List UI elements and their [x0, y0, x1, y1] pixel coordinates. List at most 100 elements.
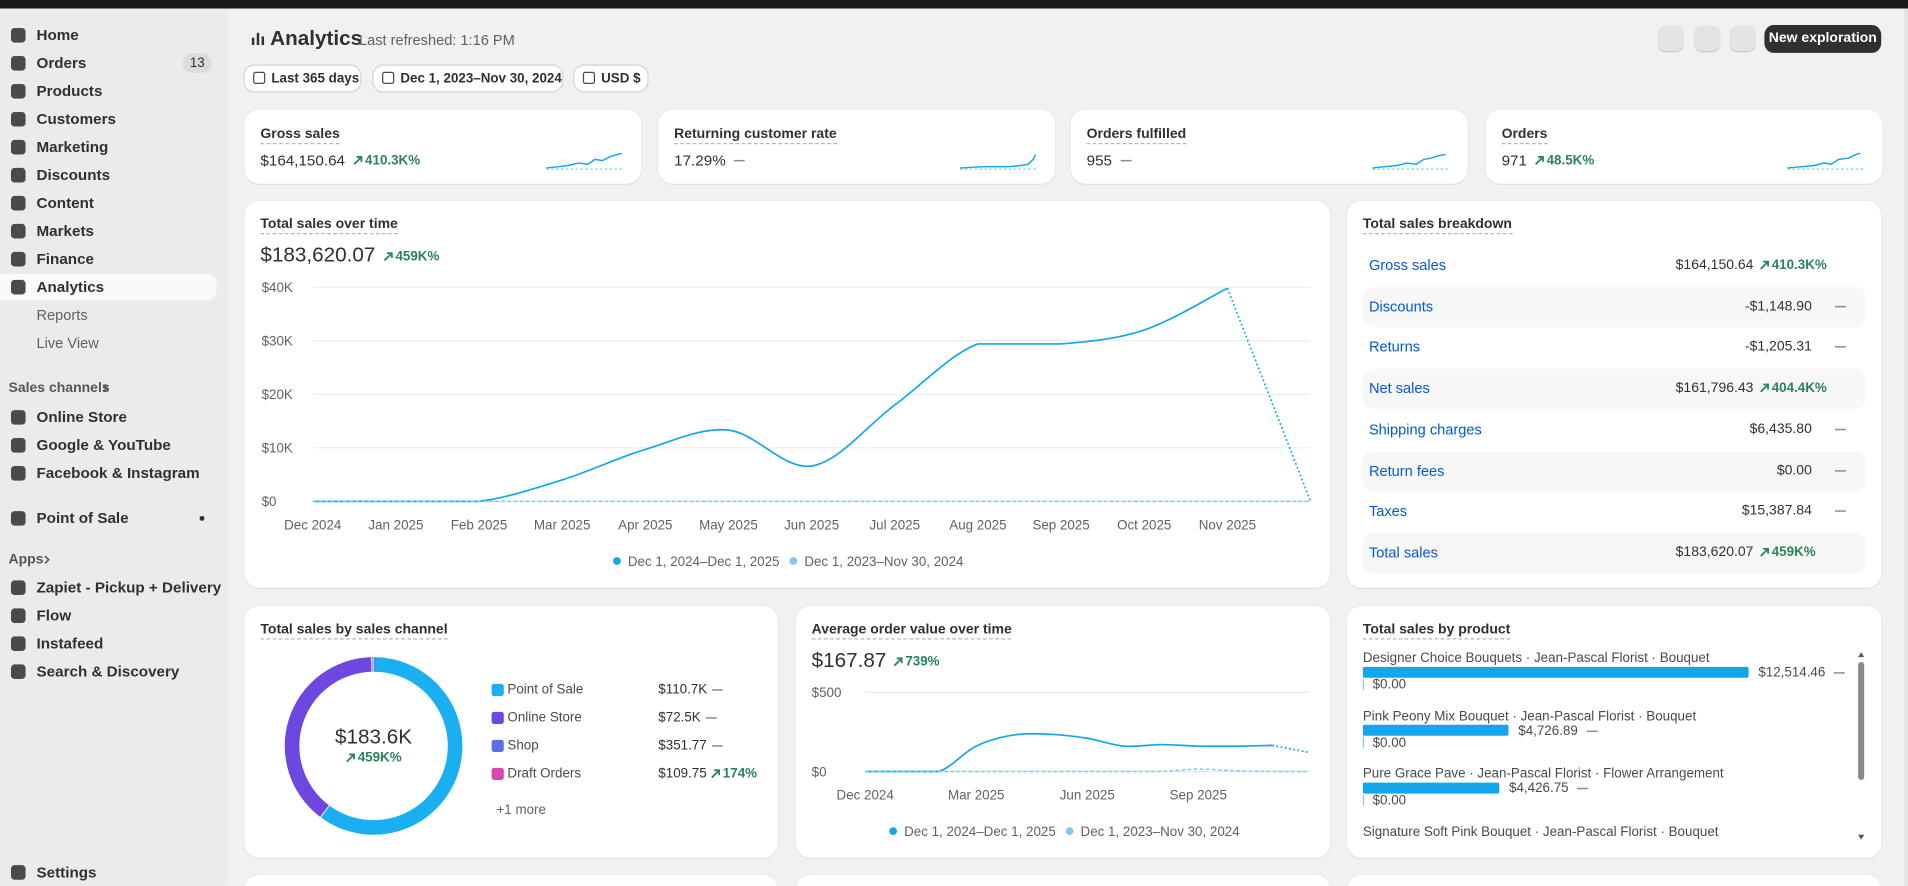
no-change-dash: [711, 745, 723, 747]
nav-item[interactable]: Customers: [36, 110, 116, 128]
change: 410.3K%: [1760, 257, 1827, 274]
app-icon: [10, 636, 26, 652]
chart-total: $167.87: [811, 648, 887, 672]
row-bg: [1362, 532, 1866, 573]
donut-center-value: $183.6K: [335, 725, 413, 749]
nav-subitem[interactable]: Reports: [36, 306, 88, 324]
nav-item[interactable]: Products: [36, 82, 103, 100]
scroll-edge: [1904, 8, 1908, 886]
app-item[interactable]: Search & Discovery: [36, 663, 180, 681]
trend-arrow: [893, 657, 903, 667]
breakdown-value: $0.00: [1776, 463, 1812, 478]
sparkline: [1787, 152, 1861, 169]
pos-item[interactable]: Point of Sale: [36, 509, 129, 527]
previous-value-label: $0.00: [1372, 793, 1407, 809]
sparkline: [1372, 153, 1446, 169]
nav-icon: [10, 223, 26, 239]
y-tick-label: $500: [812, 685, 842, 700]
legend-label: Online Store: [507, 710, 582, 726]
change: 410.3K%: [353, 152, 420, 169]
channel-item[interactable]: Online Store: [36, 408, 127, 426]
trend-arrow: [1535, 156, 1544, 165]
card: [795, 874, 1331, 886]
filter-label: USD $: [601, 71, 641, 87]
legend-swatch: [491, 739, 504, 753]
kpi-sparkline: [1787, 152, 1866, 170]
change: 459K%: [383, 248, 439, 265]
trend-arrow: [711, 769, 721, 779]
filter-button[interactable]: Last 365 days: [244, 65, 361, 92]
legend-dot: [613, 557, 621, 565]
legend-value: $72.5K: [658, 710, 701, 726]
filter-button[interactable]: Dec 1, 2023–Nov 30, 2024: [373, 65, 563, 92]
chart-title: Total sales over time: [260, 216, 398, 235]
change: 459K%: [1760, 544, 1816, 561]
nav-item[interactable]: Discounts: [36, 166, 111, 184]
nav-item[interactable]: Finance: [36, 250, 95, 268]
settings-item[interactable]: Settings: [36, 863, 97, 881]
product-name: Pure Grace Pave · Jean-Pascal Florist · …: [1362, 766, 1724, 782]
page-title: Analytics: [270, 26, 363, 50]
breakdown-value: $6,435.80: [1749, 421, 1812, 437]
breakdown-value: -$1,148.90: [1744, 298, 1812, 314]
legend-swatch: [491, 767, 504, 780]
legend-value: $109.75: [658, 766, 707, 782]
nav-subitem[interactable]: Live View: [36, 334, 99, 352]
legend-label: Dec 1, 2024–Dec 1, 2025: [628, 554, 780, 569]
breakdown-label[interactable]: Net sales: [1368, 379, 1430, 397]
breakdown-label[interactable]: Returns: [1368, 338, 1421, 356]
new-exploration-button[interactable]: New exploration: [1764, 24, 1882, 53]
series-line: [312, 287, 1228, 503]
icon-button[interactable]: [1693, 25, 1721, 53]
filter-button[interactable]: USD $: [574, 65, 648, 92]
breakdown-label[interactable]: Return fees: [1368, 461, 1445, 479]
nav-item[interactable]: Markets: [36, 222, 95, 240]
bar-chart: [1362, 652, 1865, 840]
breakdown-value: -$1,205.31: [1744, 339, 1812, 355]
icon-bar: [256, 32, 260, 46]
nav-icon: [10, 83, 26, 99]
series-line-projection: [1272, 744, 1310, 754]
no-change-dash: [1577, 788, 1589, 790]
more-link[interactable]: +1 more: [496, 803, 546, 818]
scroll-down: [1858, 834, 1865, 840]
bar: [1362, 782, 1500, 794]
breakdown-label[interactable]: Shipping charges: [1368, 420, 1482, 438]
kpi-card: [658, 109, 1055, 184]
nav-item[interactable]: Content: [36, 194, 94, 212]
no-change-dash: [711, 689, 723, 691]
section-heading[interactable]: Apps: [8, 552, 44, 568]
kpi-value: 971: [1501, 152, 1527, 170]
channel-item[interactable]: Facebook & Instagram: [36, 464, 200, 482]
previous-bar: [1362, 736, 1365, 748]
y-tick-label: $30K: [262, 334, 293, 349]
section-heading[interactable]: Sales channels: [8, 380, 110, 396]
breakdown-label[interactable]: Taxes: [1368, 502, 1408, 520]
change: 404.4K%: [1760, 380, 1827, 397]
breakdown-label[interactable]: Gross sales: [1368, 256, 1447, 274]
breakdown-label[interactable]: Discounts: [1368, 297, 1434, 315]
channel-item[interactable]: Google & YouTube: [36, 436, 171, 454]
breakdown-label[interactable]: Total sales: [1368, 543, 1438, 561]
y-tick-label: $10K: [262, 441, 293, 456]
no-change-dash: [1834, 510, 1846, 513]
nav-item[interactable]: Marketing: [36, 138, 109, 156]
icon-button[interactable]: [1657, 25, 1685, 53]
app-item[interactable]: Instafeed: [36, 635, 104, 653]
donut-segment: [320, 657, 463, 835]
app-item[interactable]: Zapiet - Pickup + Delivery: [36, 579, 222, 597]
legend-dot: [889, 827, 898, 835]
app-item[interactable]: Flow: [36, 607, 72, 625]
nav-item[interactable]: Orders: [36, 54, 87, 72]
trend-arrow: [353, 156, 363, 165]
nav-item[interactable]: Analytics: [36, 278, 105, 296]
donut-segment: [374, 657, 376, 672]
change: 48.5K%: [1534, 152, 1594, 169]
sidebar: [0, 8, 228, 886]
row-bg: [1362, 450, 1866, 491]
icon-button[interactable]: [1729, 25, 1756, 53]
kpi-label: Orders fulfilled: [1086, 126, 1187, 145]
nav-item[interactable]: Home: [36, 26, 79, 44]
bar-value-label: $4,426.75: [1509, 781, 1569, 797]
